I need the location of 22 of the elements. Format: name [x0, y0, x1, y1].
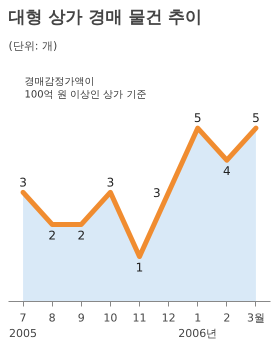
text: 100억 원 이상인 상가 기준 — [24, 90, 146, 100]
text: 경매감정가액이 — [24, 76, 94, 88]
data-label: 5 — [194, 111, 202, 126]
x-tick-label: 1 2006년 — [178, 312, 218, 340]
chart-subtitle: (단위: 개) — [8, 40, 58, 52]
x-tick-label: 11 — [132, 312, 146, 324]
x-tick-label: 7 2005 — [9, 312, 38, 340]
data-label: 4 — [223, 164, 231, 178]
x-tick-label: 9 — [78, 312, 85, 324]
data-label: 3 — [106, 175, 114, 190]
data-label: 2 — [77, 228, 86, 242]
x-tick-label: 8 — [48, 312, 56, 324]
x-tick-label: 10 — [103, 312, 118, 324]
data-label: 2 — [48, 228, 56, 242]
data-label: 3 — [19, 175, 27, 190]
chart-title: 대형 상가 경매 물건 추이 — [8, 8, 202, 28]
x-tick-label: 12 — [162, 312, 176, 324]
x-tick-label: 3월 — [246, 312, 265, 324]
data-label: 1 — [136, 260, 144, 275]
x-tick-label: 2 — [223, 312, 230, 324]
data-label: 3 — [152, 186, 161, 200]
data-label: 5 — [252, 111, 260, 126]
